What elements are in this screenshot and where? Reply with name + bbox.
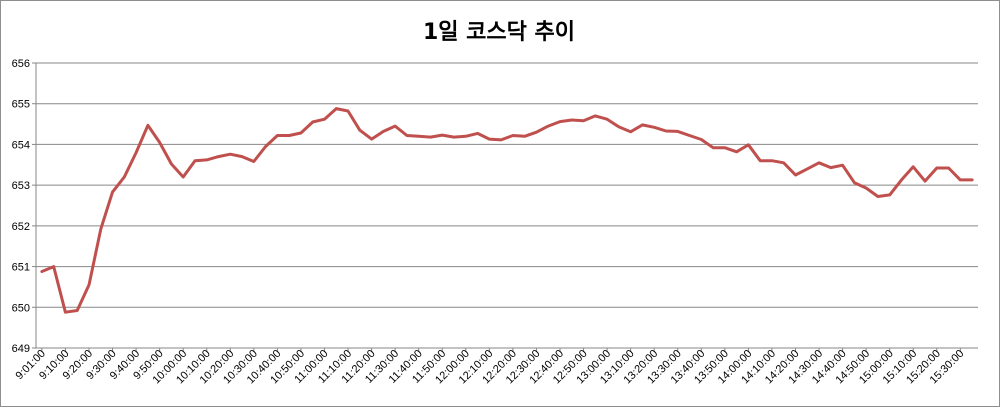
gridlines bbox=[36, 62, 978, 349]
chart-title: 1일 코스닥 추이 bbox=[422, 20, 576, 45]
y-tick-label: 654 bbox=[12, 139, 30, 151]
x-axis: 9:01:009:10:009:20:009:30:009:40:009:50:… bbox=[14, 347, 978, 386]
y-tick-label: 649 bbox=[12, 343, 30, 355]
y-tick-label: 656 bbox=[12, 58, 30, 70]
y-tick-label: 655 bbox=[12, 99, 30, 111]
y-tick-label: 650 bbox=[12, 302, 30, 314]
y-tick-label: 651 bbox=[12, 262, 30, 274]
y-tick-label: 652 bbox=[12, 221, 30, 233]
y-tick-label: 653 bbox=[12, 180, 30, 192]
y-axis: 649 650 651 652 653 654 655 656 bbox=[12, 58, 37, 355]
series bbox=[40, 107, 974, 314]
series-line bbox=[40, 107, 974, 314]
